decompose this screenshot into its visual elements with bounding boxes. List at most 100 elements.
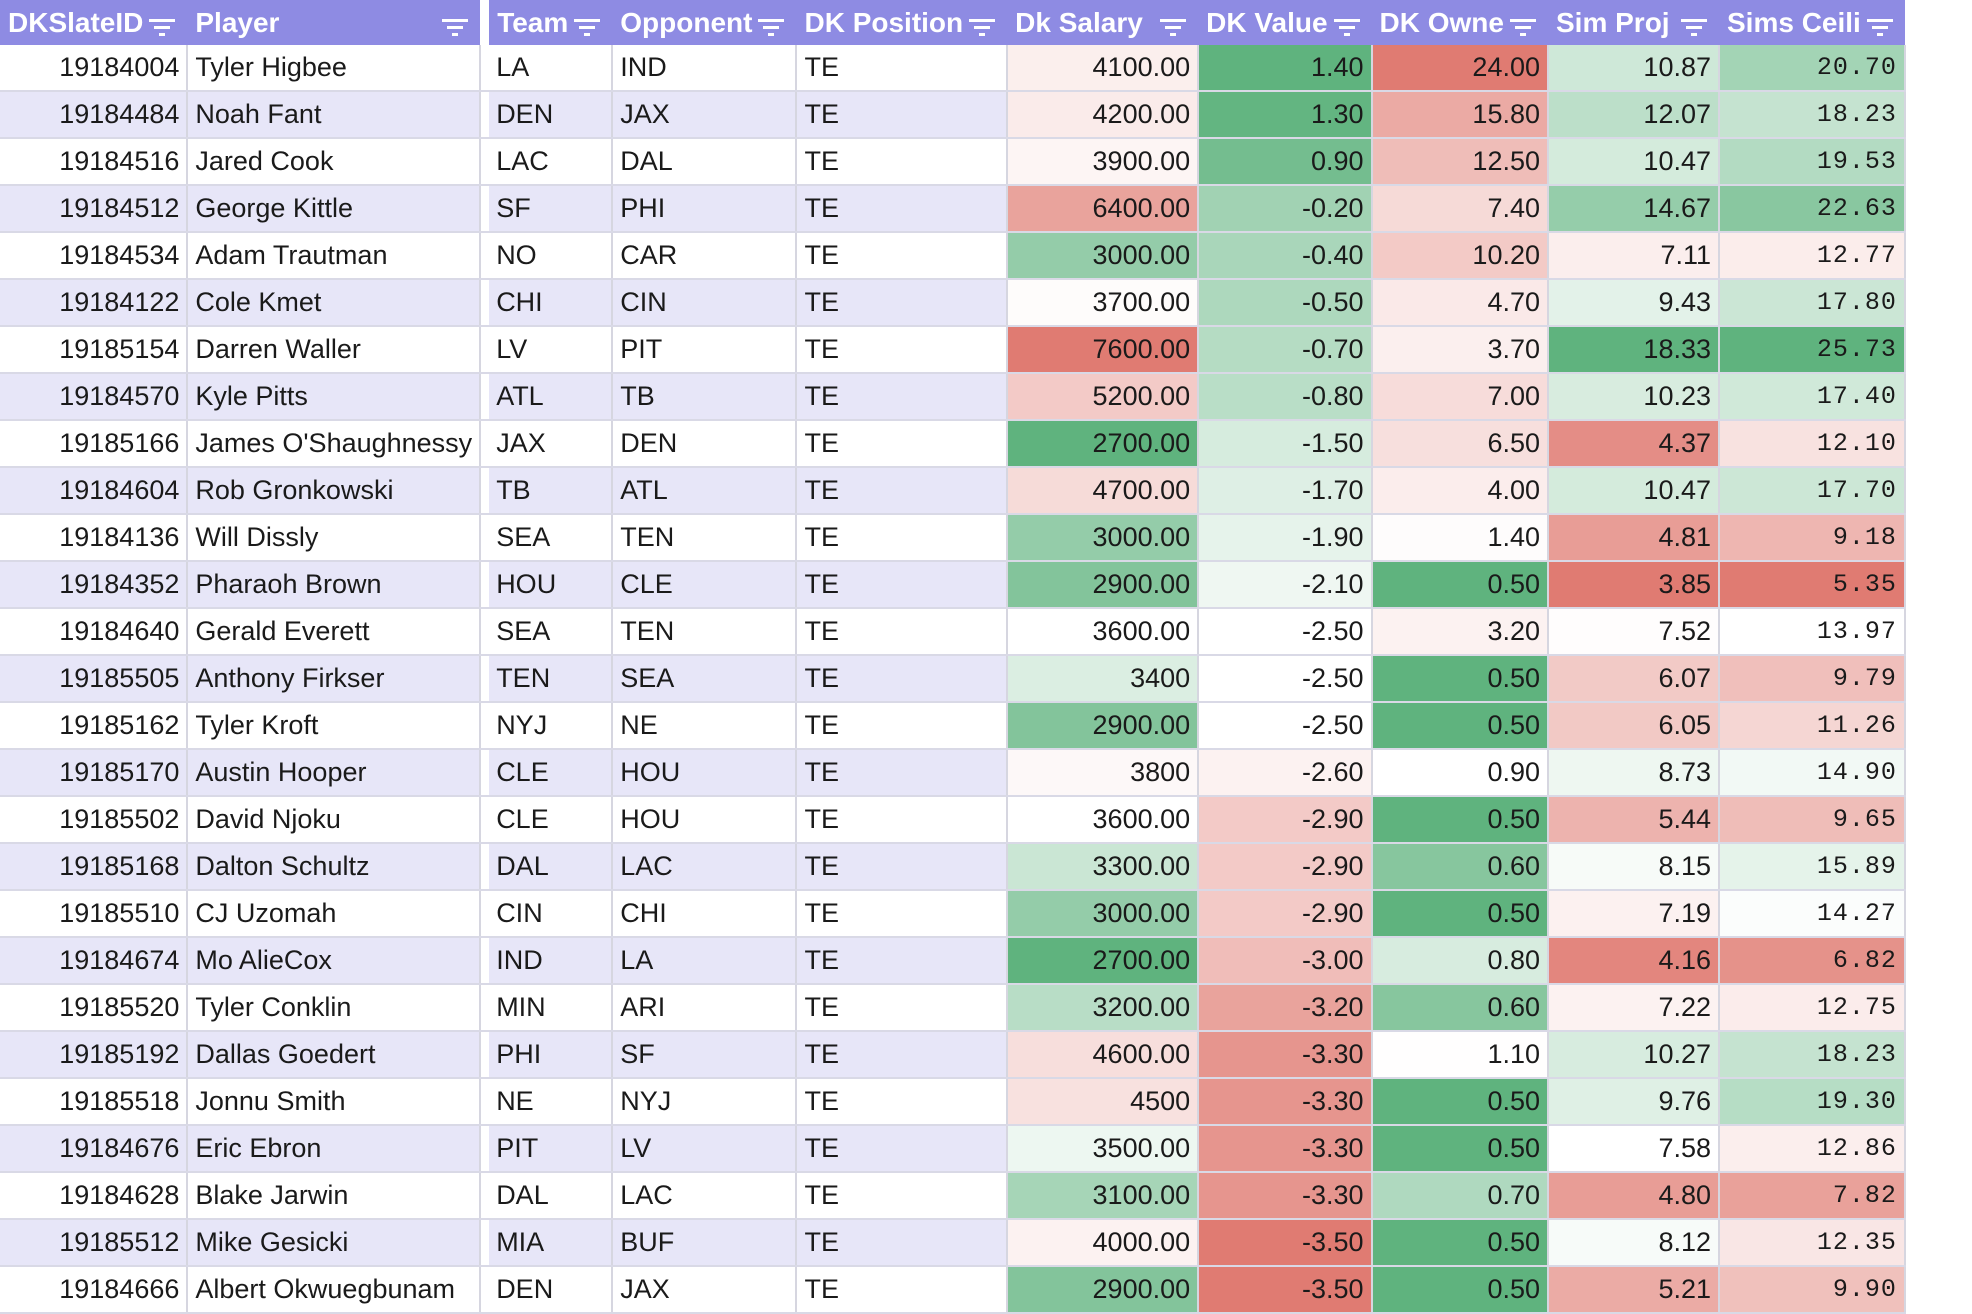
cell-position[interactable]: TE	[796, 796, 1009, 844]
cell-player[interactable]: Mike Gesicki	[187, 1219, 482, 1267]
cell-opponent[interactable]: TEN	[612, 608, 798, 656]
cell-sims-ceiling[interactable]: 25.73	[1719, 326, 1906, 374]
cell-position[interactable]: TE	[796, 655, 1009, 703]
cell-slate-id[interactable]: 19184122	[0, 279, 189, 327]
cell-salary[interactable]: 2900.00	[1007, 1266, 1200, 1314]
cell-salary[interactable]: 3600.00	[1007, 608, 1200, 656]
cell-sims-ceiling[interactable]: 17.70	[1719, 467, 1906, 515]
cell-position[interactable]: TE	[796, 1172, 1009, 1220]
cell-value[interactable]: -1.50	[1198, 420, 1373, 468]
cell-sims-ceiling[interactable]: 12.10	[1719, 420, 1906, 468]
cell-team[interactable]: LAC	[489, 138, 614, 186]
cell-ownership[interactable]: 4.00	[1371, 467, 1550, 515]
cell-sim-proj[interactable]: 5.21	[1548, 1266, 1720, 1314]
cell-salary[interactable]: 3000.00	[1007, 890, 1200, 938]
cell-ownership[interactable]: 3.70	[1371, 326, 1550, 374]
cell-slate-id[interactable]: 19184512	[0, 185, 189, 233]
cell-ownership[interactable]: 0.50	[1371, 796, 1550, 844]
cell-sims-ceiling[interactable]: 14.90	[1719, 749, 1906, 797]
cell-value[interactable]: -3.30	[1198, 1125, 1373, 1173]
cell-position[interactable]: TE	[796, 45, 1009, 92]
cell-position[interactable]: TE	[796, 138, 1009, 186]
cell-player[interactable]: Jonnu Smith	[187, 1078, 482, 1126]
cell-salary[interactable]: 4500	[1007, 1078, 1200, 1126]
cell-position[interactable]: TE	[796, 984, 1009, 1032]
cell-value[interactable]: -2.50	[1198, 702, 1373, 750]
cell-salary[interactable]: 5200.00	[1007, 373, 1200, 421]
cell-sim-proj[interactable]: 4.16	[1548, 937, 1720, 985]
cell-opponent[interactable]: LV	[612, 1125, 798, 1173]
header-opponent[interactable]: Opponent	[612, 0, 797, 45]
cell-ownership[interactable]: 1.10	[1371, 1031, 1550, 1079]
cell-sims-ceiling[interactable]: 19.30	[1719, 1078, 1906, 1126]
cell-slate-id[interactable]: 19185192	[0, 1031, 189, 1079]
cell-ownership[interactable]: 0.60	[1371, 984, 1550, 1032]
cell-sims-ceiling[interactable]: 6.82	[1719, 937, 1906, 985]
cell-opponent[interactable]: JAX	[612, 91, 798, 139]
header-team[interactable]: Team	[489, 0, 613, 45]
cell-sims-ceiling[interactable]: 7.82	[1719, 1172, 1906, 1220]
cell-slate-id[interactable]: 19185502	[0, 796, 189, 844]
cell-slate-id[interactable]: 19184534	[0, 232, 189, 280]
filter-icon[interactable]	[1160, 13, 1187, 36]
cell-opponent[interactable]: LAC	[612, 1172, 798, 1220]
cell-ownership[interactable]: 4.70	[1371, 279, 1550, 327]
cell-slate-id[interactable]: 19184484	[0, 91, 189, 139]
cell-team[interactable]: NE	[489, 1078, 614, 1126]
cell-position[interactable]: TE	[796, 1031, 1009, 1079]
cell-slate-id[interactable]: 19185166	[0, 420, 189, 468]
cell-salary[interactable]: 4100.00	[1007, 45, 1200, 92]
cell-ownership[interactable]: 3.20	[1371, 608, 1550, 656]
cell-ownership[interactable]: 24.00	[1371, 45, 1550, 92]
filter-icon[interactable]	[1681, 13, 1707, 36]
cell-position[interactable]: TE	[796, 843, 1009, 891]
cell-value[interactable]: -3.30	[1198, 1078, 1373, 1126]
cell-value[interactable]: -3.50	[1198, 1219, 1373, 1267]
cell-team[interactable]: SEA	[489, 514, 614, 562]
cell-team[interactable]: LA	[489, 45, 614, 92]
header-dk-position[interactable]: DK Position	[796, 0, 1008, 45]
cell-value[interactable]: -2.50	[1198, 655, 1373, 703]
cell-position[interactable]: TE	[796, 937, 1009, 985]
cell-player[interactable]: Tyler Kroft	[187, 702, 482, 750]
cell-slate-id[interactable]: 19184004	[0, 45, 189, 92]
cell-team[interactable]: CLE	[489, 749, 614, 797]
cell-slate-id[interactable]: 19185168	[0, 843, 189, 891]
cell-opponent[interactable]: LA	[612, 937, 798, 985]
cell-ownership[interactable]: 0.50	[1371, 890, 1550, 938]
cell-opponent[interactable]: BUF	[612, 1219, 798, 1267]
cell-slate-id[interactable]: 19185512	[0, 1219, 189, 1267]
filter-icon[interactable]	[574, 13, 601, 36]
cell-salary[interactable]: 3800	[1007, 749, 1200, 797]
cell-opponent[interactable]: ARI	[612, 984, 798, 1032]
cell-opponent[interactable]: ATL	[612, 467, 798, 515]
cell-salary[interactable]: 3000.00	[1007, 232, 1200, 280]
cell-position[interactable]: TE	[796, 467, 1009, 515]
cell-team[interactable]: PIT	[489, 1125, 614, 1173]
cell-player[interactable]: Tyler Conklin	[187, 984, 482, 1032]
cell-opponent[interactable]: JAX	[612, 1266, 798, 1314]
cell-slate-id[interactable]: 19185154	[0, 326, 189, 374]
cell-sim-proj[interactable]: 9.43	[1548, 279, 1720, 327]
cell-salary[interactable]: 6400.00	[1007, 185, 1200, 233]
cell-slate-id[interactable]: 19185162	[0, 702, 189, 750]
cell-value[interactable]: -2.60	[1198, 749, 1373, 797]
cell-sims-ceiling[interactable]: 12.86	[1719, 1125, 1906, 1173]
cell-value[interactable]: -2.90	[1198, 890, 1373, 938]
cell-salary[interactable]: 3200.00	[1007, 984, 1200, 1032]
cell-salary[interactable]: 7600.00	[1007, 326, 1200, 374]
cell-ownership[interactable]: 0.50	[1371, 702, 1550, 750]
cell-value[interactable]: -1.70	[1198, 467, 1373, 515]
cell-sim-proj[interactable]: 10.23	[1548, 373, 1720, 421]
cell-team[interactable]: HOU	[489, 561, 614, 609]
cell-position[interactable]: TE	[796, 232, 1009, 280]
cell-player[interactable]: Austin Hooper	[187, 749, 482, 797]
cell-sim-proj[interactable]: 4.37	[1548, 420, 1720, 468]
cell-player[interactable]: Blake Jarwin	[187, 1172, 482, 1220]
cell-position[interactable]: TE	[796, 702, 1009, 750]
cell-sim-proj[interactable]: 10.87	[1548, 45, 1720, 92]
cell-sims-ceiling[interactable]: 5.35	[1719, 561, 1906, 609]
cell-slate-id[interactable]: 19184516	[0, 138, 189, 186]
cell-player[interactable]: Dallas Goedert	[187, 1031, 482, 1079]
cell-value[interactable]: -0.50	[1198, 279, 1373, 327]
